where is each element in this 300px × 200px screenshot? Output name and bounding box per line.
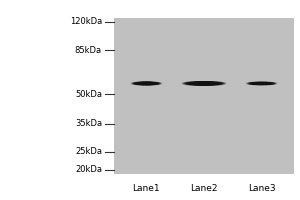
Ellipse shape	[185, 82, 223, 85]
Ellipse shape	[184, 82, 224, 85]
Ellipse shape	[257, 83, 266, 84]
Text: Lane1: Lane1	[133, 184, 160, 193]
Ellipse shape	[248, 82, 275, 85]
Ellipse shape	[198, 83, 210, 84]
Ellipse shape	[139, 83, 154, 84]
Ellipse shape	[196, 83, 212, 84]
Ellipse shape	[143, 83, 150, 84]
Ellipse shape	[197, 83, 211, 84]
Ellipse shape	[187, 82, 221, 85]
Ellipse shape	[199, 83, 209, 84]
Ellipse shape	[261, 83, 262, 84]
Ellipse shape	[138, 83, 154, 84]
Ellipse shape	[252, 83, 271, 84]
Ellipse shape	[134, 82, 159, 85]
Text: 25kDa: 25kDa	[75, 147, 102, 156]
Ellipse shape	[253, 83, 271, 84]
Ellipse shape	[203, 83, 205, 84]
Text: Lane3: Lane3	[248, 184, 275, 193]
Ellipse shape	[137, 83, 155, 84]
Ellipse shape	[182, 82, 226, 85]
Ellipse shape	[250, 82, 274, 84]
Ellipse shape	[254, 83, 269, 84]
Ellipse shape	[144, 83, 149, 84]
Ellipse shape	[191, 82, 217, 85]
Ellipse shape	[202, 83, 206, 84]
Ellipse shape	[247, 82, 276, 85]
Ellipse shape	[194, 82, 214, 85]
Ellipse shape	[258, 83, 265, 84]
Ellipse shape	[137, 82, 156, 84]
Ellipse shape	[260, 83, 263, 84]
Ellipse shape	[145, 83, 148, 84]
Ellipse shape	[250, 83, 273, 84]
Ellipse shape	[134, 82, 159, 85]
Ellipse shape	[136, 82, 157, 85]
Ellipse shape	[255, 83, 268, 84]
Ellipse shape	[142, 83, 151, 84]
Ellipse shape	[195, 82, 213, 84]
Ellipse shape	[132, 82, 161, 85]
Ellipse shape	[253, 83, 271, 84]
Text: Lane2: Lane2	[190, 184, 218, 193]
Text: 120kDa: 120kDa	[70, 17, 102, 26]
Ellipse shape	[142, 83, 151, 84]
Ellipse shape	[249, 82, 274, 85]
Ellipse shape	[183, 82, 225, 85]
Ellipse shape	[191, 83, 217, 84]
Ellipse shape	[259, 83, 264, 84]
Ellipse shape	[189, 82, 219, 85]
Ellipse shape	[257, 83, 266, 84]
Ellipse shape	[146, 83, 147, 84]
Ellipse shape	[140, 83, 153, 84]
Text: 20kDa: 20kDa	[75, 165, 102, 174]
Ellipse shape	[133, 82, 160, 85]
Ellipse shape	[131, 82, 162, 85]
Ellipse shape	[256, 83, 267, 84]
Text: 85kDa: 85kDa	[75, 46, 102, 55]
Ellipse shape	[135, 82, 158, 85]
Ellipse shape	[251, 83, 272, 84]
Ellipse shape	[192, 82, 216, 85]
Ellipse shape	[254, 83, 270, 84]
Ellipse shape	[246, 82, 277, 85]
Ellipse shape	[137, 83, 155, 84]
Text: 35kDa: 35kDa	[75, 119, 102, 128]
Text: 50kDa: 50kDa	[75, 90, 102, 99]
Ellipse shape	[200, 83, 208, 84]
Ellipse shape	[188, 82, 220, 85]
Ellipse shape	[190, 82, 218, 85]
Ellipse shape	[141, 83, 152, 84]
